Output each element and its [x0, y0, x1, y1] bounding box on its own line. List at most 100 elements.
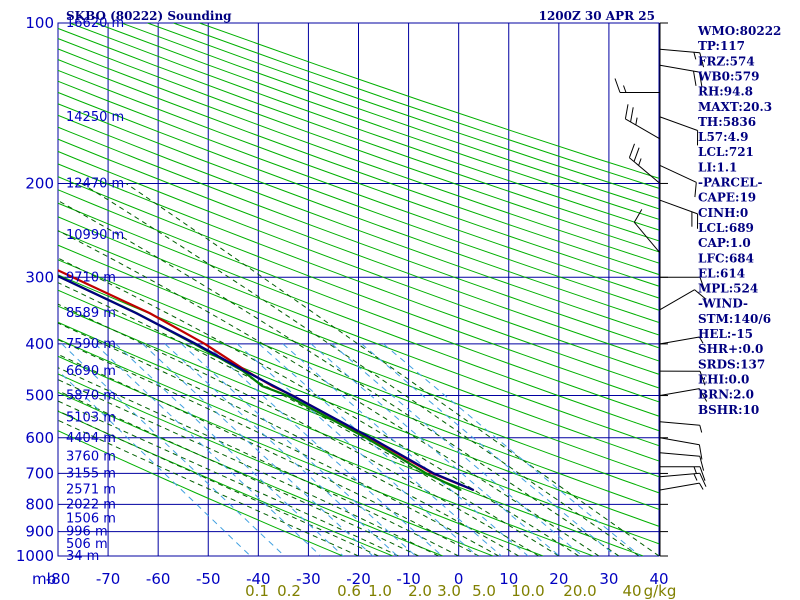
wind-barb-flag: [698, 444, 703, 460]
wind-barb-flag: [638, 158, 642, 166]
mixing-ratio-label: 0.1: [245, 582, 269, 600]
pressure-tick-800: 800: [25, 495, 54, 513]
profile-parcel: [58, 275, 474, 492]
parameter-entry: HEL:-15: [698, 327, 753, 341]
parameter-entry: FRZ:574: [698, 54, 755, 68]
height-label: 4404 m: [66, 431, 116, 446]
mixing-ratio-line: [205, 343, 443, 556]
pressure-tick-200: 200: [25, 174, 54, 192]
temp-tick-10: 10: [499, 570, 518, 588]
moist-adiabat: [125, 182, 659, 556]
dry-adiabat: [58, 230, 659, 462]
wind-barb: [659, 452, 700, 457]
profile-dewpoint-point: [286, 394, 289, 397]
dry-adiabat: [58, 202, 659, 432]
wind-barb-flag: [699, 52, 705, 68]
wind-barb-flag: [699, 456, 705, 471]
moist-adiabats: [58, 182, 659, 556]
profile-dewpoint-point: [425, 472, 428, 475]
temp-tick-40: 40: [649, 570, 668, 588]
temp-tick--50: -50: [196, 570, 221, 588]
moist-adiabat: [58, 322, 520, 556]
wind-barb-flag: [699, 425, 703, 433]
dry-adiabat: [58, 274, 659, 510]
mixing-ratio-line: [258, 343, 502, 556]
height-label: 996 m: [66, 525, 108, 540]
dry-adiabats: [58, 23, 659, 556]
wind-barb-flag: [694, 289, 707, 300]
wind-barb: [659, 64, 700, 73]
wind-barb-flag: [698, 336, 704, 344]
temp-tick--10: -10: [396, 570, 421, 588]
height-label: 10990 m: [66, 228, 124, 243]
profile-parcel-point: [472, 489, 475, 491]
mixing-ratio-label: 5.0: [472, 582, 496, 600]
profile-temperature-point: [204, 343, 206, 345]
dry-adiabat: [58, 38, 659, 253]
wind-barb: [659, 472, 700, 478]
profile-parcel-point: [135, 312, 137, 314]
dry-adiabat: [58, 244, 659, 478]
temp-tick-0: 0: [454, 570, 464, 588]
parameter-entry: SRDS:137: [698, 357, 765, 371]
parameter-entry: WB0:579: [697, 69, 759, 83]
height-label: 2571 m: [66, 482, 116, 497]
mixing-ratio-line: [164, 343, 398, 556]
height-label: 5103 m: [66, 411, 116, 426]
parameter-entry: MAXT:20.3: [698, 100, 772, 114]
wind-barb-flag: [614, 78, 621, 93]
dry-adiabat: [58, 69, 659, 287]
temp-tick--80: -80: [46, 570, 71, 588]
wind-barb: [659, 388, 700, 397]
parameter-entry: STM:140/6: [698, 312, 771, 326]
mixing-ratio-line: [236, 343, 478, 556]
wind-barb-flag: [699, 371, 706, 386]
parameter-entry: RH:94.8: [698, 85, 753, 99]
mixing-ratio-unit-label: g/kg: [644, 582, 677, 600]
moist-adiabat: [58, 303, 540, 556]
moist-adiabat: [58, 230, 600, 556]
dry-adiabat: [58, 355, 544, 556]
profile-dewpoint-point: [365, 437, 367, 439]
dry-adiabat: [58, 259, 659, 494]
height-label: 3155 m: [66, 466, 116, 481]
pressure-tick-700: 700: [25, 464, 54, 482]
temp-tick--60: -60: [146, 570, 171, 588]
wind-barb: [633, 221, 661, 254]
profile-parcel-point: [433, 472, 435, 475]
profile-temperature-point: [72, 276, 74, 279]
mixing-ratio-label: 20.0: [563, 582, 596, 600]
temp-tick-30: 30: [599, 570, 618, 588]
wind-barb-flag: [698, 482, 704, 490]
height-label: 506 m: [66, 537, 108, 552]
mixing-ratio-line: [115, 343, 344, 556]
dry-adiabat: [58, 103, 659, 323]
wind-barb: [659, 482, 700, 491]
parameter-entry: LCL:689: [698, 221, 754, 235]
height-label: 12470 m: [66, 176, 124, 191]
parameter-entry: SHR+:0.0: [698, 342, 763, 356]
height-label: 1506 m: [66, 511, 116, 526]
mixing-ratio-lines: [58, 343, 641, 556]
mixing-ratio-label: 2.0: [408, 582, 432, 600]
moist-adiabat: [58, 379, 439, 556]
wind-barb: [659, 289, 695, 311]
wind-barb: [659, 116, 698, 131]
wind-barb: [659, 48, 700, 54]
height-label: 3760 m: [66, 449, 116, 464]
mixing-ratio-line: [142, 343, 374, 556]
chart-time: 1200Z 30 APR 25: [539, 9, 655, 23]
wind-barb-flag: [633, 147, 640, 162]
wind-barb-flag: [693, 52, 697, 60]
parameter-entry: LCL:721: [698, 145, 754, 159]
wind-barb-flag: [694, 182, 697, 198]
height-label: 7590 m: [66, 337, 116, 352]
mixing-ratio-line: [331, 343, 583, 556]
profile-parcel-point: [195, 343, 197, 345]
mixing-ratio-line: [282, 343, 529, 556]
dry-adiabat: [58, 163, 659, 389]
pressure-unit-label: mb: [32, 570, 56, 588]
parameter-entry: L57:4.9: [698, 130, 748, 144]
